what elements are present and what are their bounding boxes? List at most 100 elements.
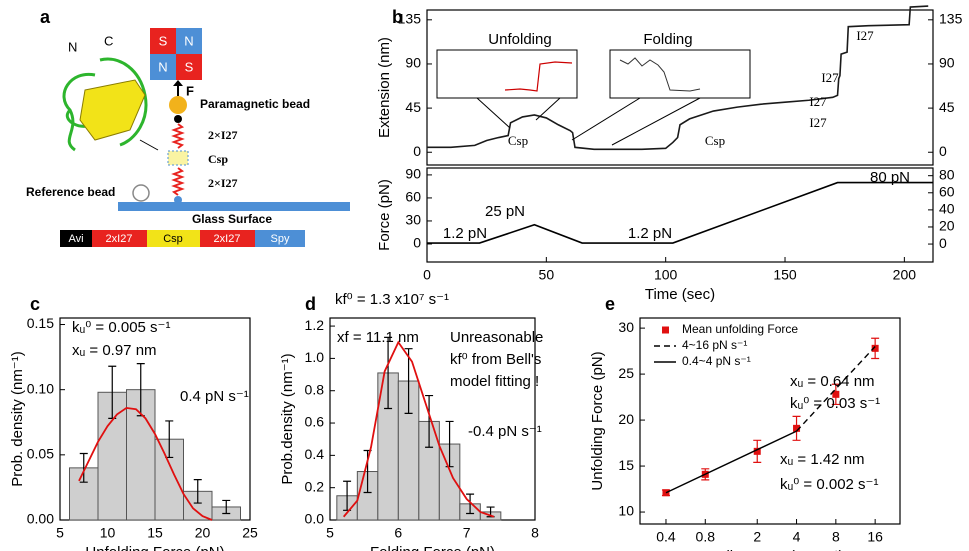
- error-bar: [222, 499, 231, 515]
- magnet-label: S: [185, 59, 194, 74]
- y-tick-label: 30: [618, 319, 634, 335]
- y-tick-label: 20: [618, 411, 634, 427]
- protein-label: Csp: [208, 152, 228, 166]
- reference-label: Reference bead: [26, 185, 115, 199]
- fit-curve: [78, 406, 213, 521]
- c-terminus: C: [104, 33, 113, 48]
- annotation: 1.2 pN: [628, 225, 672, 242]
- y-axis-label: Prob. density (nm⁻¹): [9, 351, 26, 486]
- inset-connector: [611, 97, 701, 146]
- annotation: kᵤ⁰ = 0.002 s⁻¹: [780, 476, 878, 493]
- y-tick-label: 10: [618, 503, 634, 519]
- glass-surface: [118, 202, 350, 211]
- x-tick-label: 6: [394, 525, 402, 541]
- x-tick-label: 4: [793, 529, 801, 545]
- construct-label: 2xI27: [106, 233, 133, 245]
- x-axis-label: Unfolding Force (pN): [85, 544, 224, 551]
- x-tick-label: 50: [539, 267, 555, 283]
- fit-curve: [342, 340, 495, 518]
- i27-helix: [171, 123, 185, 149]
- paramagnetic-bead: [169, 96, 187, 114]
- legend-label: 4~16 pN s⁻¹: [682, 338, 747, 352]
- y-tick-label: 90: [405, 166, 421, 182]
- y-tick-label: 0.2: [305, 478, 325, 494]
- construct-label: Csp: [163, 233, 183, 245]
- annotation: Unfolding: [488, 31, 551, 48]
- annotation: Csp: [508, 133, 528, 148]
- x-axis-label: Time (sec): [645, 286, 715, 303]
- error-bar: [425, 394, 434, 448]
- x-tick-label: 15: [147, 525, 163, 541]
- y-axis-label: Extension (nm): [376, 37, 393, 138]
- inset-trace: [619, 57, 701, 92]
- csp-box: [167, 150, 189, 166]
- x-tick-label: 0.8: [696, 529, 716, 545]
- magnet-label: N: [184, 33, 193, 48]
- annotation: 1.2 pN: [443, 225, 487, 242]
- legend-symbol: [662, 326, 669, 334]
- plot-frame: [426, 9, 934, 166]
- y2-tick-label: 20: [939, 218, 955, 234]
- y-tick-label: 15: [618, 457, 634, 473]
- surface-label: Glass Surface: [192, 212, 272, 226]
- i27-helix: [171, 167, 185, 196]
- construct-segment: [92, 230, 147, 247]
- y-tick-label: 0.15: [27, 315, 54, 331]
- annotation: I27: [809, 115, 827, 130]
- linker-dot: [174, 115, 182, 123]
- y2-tick-label: 80: [939, 166, 955, 182]
- annotation: I27: [821, 70, 839, 85]
- trace: [427, 5, 929, 151]
- y2-tick-label: 60: [939, 183, 955, 199]
- y-tick-label: 0.4: [305, 446, 325, 462]
- y-tick-label: 0: [413, 235, 421, 251]
- y-tick-label: 1.2: [305, 317, 325, 333]
- panel-label: a: [40, 7, 51, 27]
- y2-tick-label: 90: [939, 55, 955, 71]
- x-tick-label: 200: [893, 267, 917, 283]
- hist-bar: [154, 438, 184, 521]
- construct-segment: [255, 230, 305, 247]
- x-tick-label: 16: [867, 529, 883, 545]
- x-axis-label: Loading Rate (pN s⁻¹): [696, 548, 843, 551]
- y-tick-label: 0.6: [305, 414, 325, 430]
- x-tick-label: 8: [832, 529, 840, 545]
- construct-segment: [60, 230, 92, 247]
- error-bar: [79, 452, 88, 483]
- pointer: [139, 139, 159, 151]
- x-axis-label: Folding Force (pN): [370, 544, 495, 551]
- x-tick-label: 8: [531, 525, 539, 541]
- annotation: xᵤ = 1.42 nm: [780, 451, 865, 468]
- annotation: -0.4 pN s⁻¹: [468, 423, 542, 440]
- inset-connector: [571, 97, 641, 141]
- annotation: kᵤ⁰ = 0.03 s⁻¹: [790, 395, 880, 412]
- y-tick-label: 0.00: [27, 511, 54, 527]
- x-tick-label: 5: [56, 525, 64, 541]
- annotation: xᵤ = 0.97 nm: [72, 342, 157, 359]
- panel-label: c: [30, 294, 40, 314]
- x-tick-label: 20: [195, 525, 211, 541]
- annotation: kf⁰ from Bell's: [450, 351, 541, 368]
- y-tick-label: 1.0: [305, 349, 325, 365]
- y-tick-label: 45: [405, 99, 421, 115]
- panel-a: a N C S N N S F Paramagnetic bead 2×I27 …: [26, 7, 350, 247]
- magnet-n: [150, 54, 176, 80]
- x-tick-label: 25: [242, 525, 258, 541]
- trace: [427, 181, 933, 244]
- annotation: Unreasonable: [450, 329, 543, 346]
- annotation: xf = 11.1 nm: [337, 329, 419, 346]
- y-tick-label: 0.10: [27, 380, 54, 396]
- annotation: I27: [856, 28, 874, 43]
- inset-trace: [504, 61, 573, 92]
- inset-box: [436, 49, 578, 99]
- y-tick-label: 0.0: [305, 511, 325, 527]
- annotation: kᵤ⁰ = 0.005 s⁻¹: [72, 319, 170, 336]
- magnet-s: [150, 28, 176, 54]
- error-bar: [193, 479, 202, 504]
- x-tick-label: 0: [423, 267, 431, 283]
- force-label: F: [186, 83, 194, 98]
- annotation: kf⁰ = 1.3 x10⁷ s⁻¹: [335, 291, 449, 308]
- protein-sheet: [79, 79, 146, 141]
- annotation: 25 pN: [485, 203, 525, 220]
